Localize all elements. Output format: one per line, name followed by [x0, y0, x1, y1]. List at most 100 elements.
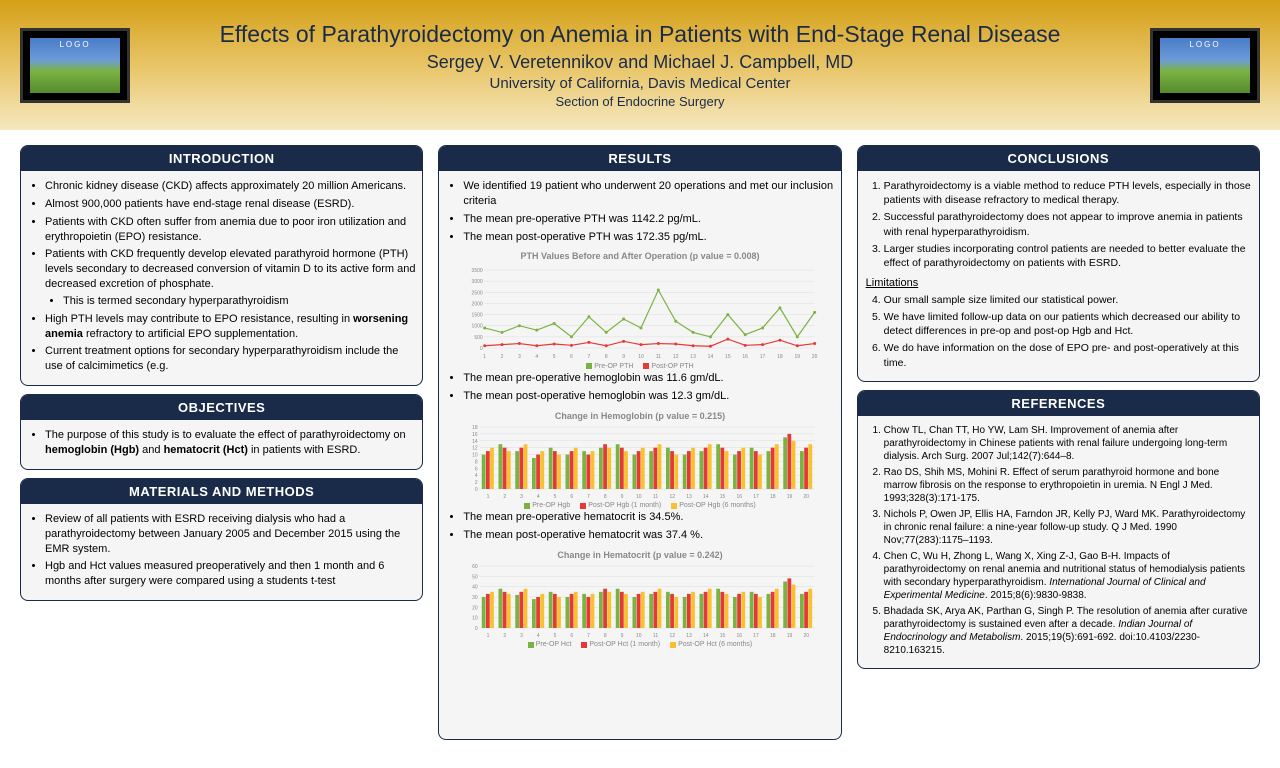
reference-item: Rao DS, Shih MS, Mohini R. Effect of ser…: [884, 466, 1253, 505]
svg-text:8: 8: [605, 354, 608, 360]
panel-heading: CONCLUSIONS: [858, 146, 1259, 171]
svg-text:13: 13: [691, 354, 697, 360]
conclusion-item: Parathyroidectomy is a viable method to …: [884, 179, 1253, 207]
svg-text:17: 17: [760, 354, 766, 360]
svg-text:17: 17: [754, 494, 760, 499]
intro-sub-item: This is termed secondary hyperparathyroi…: [63, 294, 416, 309]
svg-text:60: 60: [472, 564, 478, 570]
svg-text:4: 4: [475, 473, 478, 479]
results-item: The mean post-operative hematocrit was 3…: [463, 528, 834, 543]
logo-text: LOGO: [1189, 40, 1220, 49]
legend-item: Post-OP Hct (1 month): [581, 640, 660, 649]
svg-text:16: 16: [737, 494, 743, 499]
svg-text:0: 0: [475, 487, 478, 493]
svg-text:8: 8: [604, 494, 607, 499]
svg-text:3: 3: [520, 494, 523, 499]
svg-text:6: 6: [570, 354, 573, 360]
panel-heading: MATERIALS AND METHODS: [21, 479, 422, 504]
logo-right: LOGO: [1150, 28, 1260, 103]
svg-text:20: 20: [472, 605, 478, 611]
intro-item: High PTH levels may contribute to EPO re…: [45, 312, 416, 342]
svg-text:18: 18: [770, 633, 776, 638]
panel-body: The purpose of this study is to evaluate…: [21, 420, 422, 469]
svg-text:50: 50: [472, 574, 478, 580]
results-item: The mean pre-operative hematocrit is 34.…: [463, 510, 834, 525]
limitation-item: We have limited follow-up data on our pa…: [884, 310, 1253, 338]
chart-title: Change in Hemoglobin (p value = 0.215): [445, 410, 834, 422]
limitation-item: We do have information on the dose of EP…: [884, 341, 1253, 369]
chart-legend: Pre-OP HctPost-OP Hct (1 month)Post-OP H…: [445, 640, 834, 649]
svg-text:11: 11: [653, 633, 658, 638]
svg-text:2: 2: [475, 480, 478, 486]
svg-text:6: 6: [571, 633, 574, 638]
legend-item: Pre-OP Hct: [528, 640, 572, 649]
hematocrit-chart: 0102030405060123456789101112131415161718…: [455, 563, 824, 638]
svg-text:1: 1: [487, 494, 490, 499]
poster-columns: INTRODUCTION Chronic kidney disease (CKD…: [0, 130, 1280, 755]
column-middle: RESULTS We identified 19 patient who und…: [438, 145, 841, 740]
svg-text:6: 6: [571, 494, 574, 499]
svg-text:19: 19: [787, 494, 793, 499]
svg-text:11: 11: [656, 354, 661, 360]
svg-text:3: 3: [520, 633, 523, 638]
limitations-heading: Limitations: [866, 276, 1253, 291]
svg-text:30: 30: [472, 595, 478, 601]
svg-text:1: 1: [484, 354, 487, 360]
svg-text:15: 15: [725, 354, 731, 360]
svg-text:14: 14: [708, 354, 714, 360]
svg-text:14: 14: [703, 494, 709, 499]
svg-text:18: 18: [770, 494, 776, 499]
svg-text:2500: 2500: [472, 290, 483, 296]
panel-heading: RESULTS: [439, 146, 840, 171]
svg-text:2: 2: [504, 633, 507, 638]
poster-section: Section of Endocrine Surgery: [130, 94, 1150, 109]
poster-institution: University of California, Davis Medical …: [130, 75, 1150, 92]
conclusion-item: Larger studies incorporating control pat…: [884, 242, 1253, 270]
legend-item: Pre-OP Hgb: [524, 501, 570, 510]
svg-text:17: 17: [754, 633, 760, 638]
svg-text:2: 2: [501, 354, 504, 360]
svg-text:14: 14: [472, 439, 478, 445]
svg-text:5: 5: [554, 633, 557, 638]
svg-text:0: 0: [475, 626, 478, 632]
svg-text:6: 6: [475, 466, 478, 472]
conclusion-item: Successful parathyroidectomy does not ap…: [884, 210, 1253, 238]
hemoglobin-chart: 0246810121416181234567891011121314151617…: [455, 424, 824, 499]
svg-text:16: 16: [743, 354, 749, 360]
results-item: We identified 19 patient who underwent 2…: [463, 179, 834, 209]
svg-text:2: 2: [504, 494, 507, 499]
svg-text:19: 19: [795, 354, 801, 360]
results-item: The mean pre-operative PTH was 1142.2 pg…: [463, 212, 834, 227]
intro-item: Chronic kidney disease (CKD) affects app…: [45, 179, 416, 194]
svg-text:4: 4: [536, 354, 539, 360]
svg-text:8: 8: [604, 633, 607, 638]
panel-body: We identified 19 patient who underwent 2…: [439, 171, 840, 657]
svg-text:9: 9: [623, 354, 626, 360]
chart-legend: Pre-OP HgbPost-OP Hgb (1 month)Post-OP H…: [445, 501, 834, 510]
chart-title: Change in Hematocrit (p value = 0.242): [445, 549, 834, 561]
svg-text:18: 18: [472, 425, 478, 431]
panel-heading: INTRODUCTION: [21, 146, 422, 171]
svg-text:13: 13: [687, 494, 693, 499]
poster-title: Effects of Parathyroidectomy on Anemia i…: [130, 21, 1150, 48]
reference-item: Chow TL, Chan TT, Ho YW, Lam SH. Improve…: [884, 424, 1253, 463]
svg-text:16: 16: [737, 633, 743, 638]
svg-text:1500: 1500: [472, 312, 483, 318]
svg-text:5: 5: [554, 494, 557, 499]
legend-item: Post-OP Hgb (1 month): [580, 501, 661, 510]
intro-item: Patients with CKD often suffer from anem…: [45, 215, 416, 245]
svg-text:4: 4: [537, 633, 540, 638]
legend-item: Post-OP PTH: [643, 362, 693, 371]
svg-text:2000: 2000: [472, 301, 483, 307]
svg-text:20: 20: [804, 633, 810, 638]
svg-text:9: 9: [621, 494, 624, 499]
methods-item: Hgb and Hct values measured preoperative…: [45, 559, 416, 589]
svg-text:11: 11: [653, 494, 658, 499]
svg-text:10: 10: [639, 354, 645, 360]
intro-item: Patients with CKD frequently develop ele…: [45, 247, 416, 308]
results-item: The mean post-operative PTH was 172.35 p…: [463, 230, 834, 245]
svg-text:40: 40: [472, 585, 478, 591]
svg-text:3: 3: [518, 354, 521, 360]
objectives-panel: OBJECTIVES The purpose of this study is …: [20, 394, 423, 470]
svg-text:10: 10: [472, 452, 478, 458]
